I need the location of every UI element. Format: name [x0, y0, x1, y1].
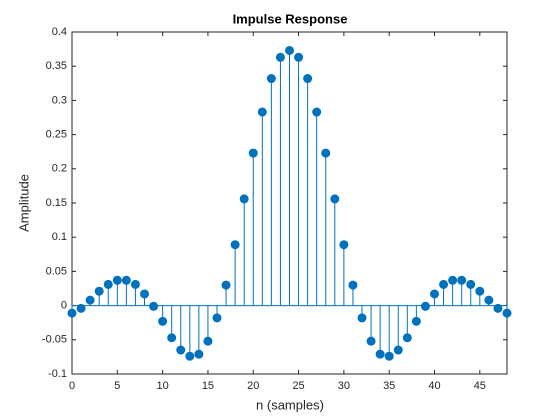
stem-marker — [357, 313, 367, 323]
stem-marker — [475, 286, 485, 296]
stem-marker — [502, 308, 512, 318]
stem-marker — [221, 280, 231, 290]
stem-marker — [411, 316, 421, 326]
stem-marker — [457, 275, 467, 285]
stem-marker — [439, 279, 449, 289]
stem-marker — [466, 279, 476, 289]
x-tick-label: 40 — [428, 380, 440, 392]
stem-marker — [402, 333, 412, 343]
y-tick-label: 0.15 — [46, 197, 67, 209]
x-tick-label: 25 — [292, 380, 304, 392]
y-axis-label: Amplitude — [16, 174, 31, 232]
stem-marker — [303, 74, 313, 84]
x-tick-label: 35 — [383, 380, 395, 392]
stem-marker — [130, 279, 140, 289]
x-tick-label: 10 — [157, 380, 169, 392]
stem-marker — [149, 301, 159, 311]
stem-marker — [185, 351, 195, 361]
y-tick-label: 0.05 — [46, 265, 67, 277]
stem-marker — [248, 148, 258, 158]
stem-marker — [285, 45, 294, 55]
stem-marker — [112, 275, 122, 285]
stem-marker — [312, 107, 322, 117]
y-tick-label: 0.1 — [52, 231, 67, 243]
stem-marker — [76, 303, 86, 313]
stem-marker — [140, 289, 149, 299]
y-tick-label: -0.1 — [48, 368, 67, 380]
y-tick-label: 0.3 — [52, 94, 67, 106]
stem-marker — [321, 148, 331, 158]
stem-marker — [375, 349, 385, 359]
stem-marker — [275, 52, 285, 62]
y-tick-label: 0.25 — [46, 129, 67, 141]
stem-marker — [176, 345, 186, 355]
axes-box — [71, 31, 508, 375]
y-tick-label: 0.2 — [52, 163, 67, 175]
stem-marker — [158, 316, 168, 326]
stem-marker — [167, 333, 177, 343]
stem-marker — [348, 280, 358, 290]
stem-marker — [203, 336, 213, 346]
stem-marker — [294, 52, 304, 62]
stem-marker — [366, 336, 376, 346]
stem-marker — [212, 313, 222, 323]
stem-marker — [484, 295, 494, 305]
y-tick-label: 0 — [61, 300, 67, 312]
stem-marker — [194, 349, 204, 359]
stem-marker — [67, 308, 77, 318]
x-tick-label: 5 — [114, 380, 120, 392]
x-tick-label: 15 — [202, 380, 214, 392]
stem-marker — [420, 301, 430, 311]
x-tick-label: 30 — [338, 380, 350, 392]
stem-marker — [257, 107, 267, 117]
y-tick-label: 0.4 — [52, 26, 67, 38]
stem-marker — [430, 289, 439, 299]
stem-marker — [266, 74, 276, 84]
x-tick-label: 0 — [69, 380, 75, 392]
chart-title: Impulse Response — [233, 11, 348, 26]
stem-marker — [330, 194, 340, 204]
y-tick-label: 0.35 — [46, 60, 67, 72]
stem-marker — [85, 295, 95, 305]
stem-marker — [339, 240, 349, 250]
stem-marker — [448, 275, 458, 285]
stem-marker — [94, 286, 104, 296]
stem-marker — [121, 275, 131, 285]
x-tick-label: 20 — [247, 380, 259, 392]
x-axis-label: n (samples) — [256, 397, 324, 412]
stem-marker — [230, 240, 240, 250]
y-tick-label: -0.05 — [42, 334, 67, 346]
stem-marker — [239, 194, 249, 204]
stem-marker — [384, 351, 394, 361]
stem-marker — [493, 303, 503, 313]
stem-marker — [103, 279, 113, 289]
x-tick-label: 45 — [474, 380, 486, 392]
stem-marker — [393, 345, 403, 355]
